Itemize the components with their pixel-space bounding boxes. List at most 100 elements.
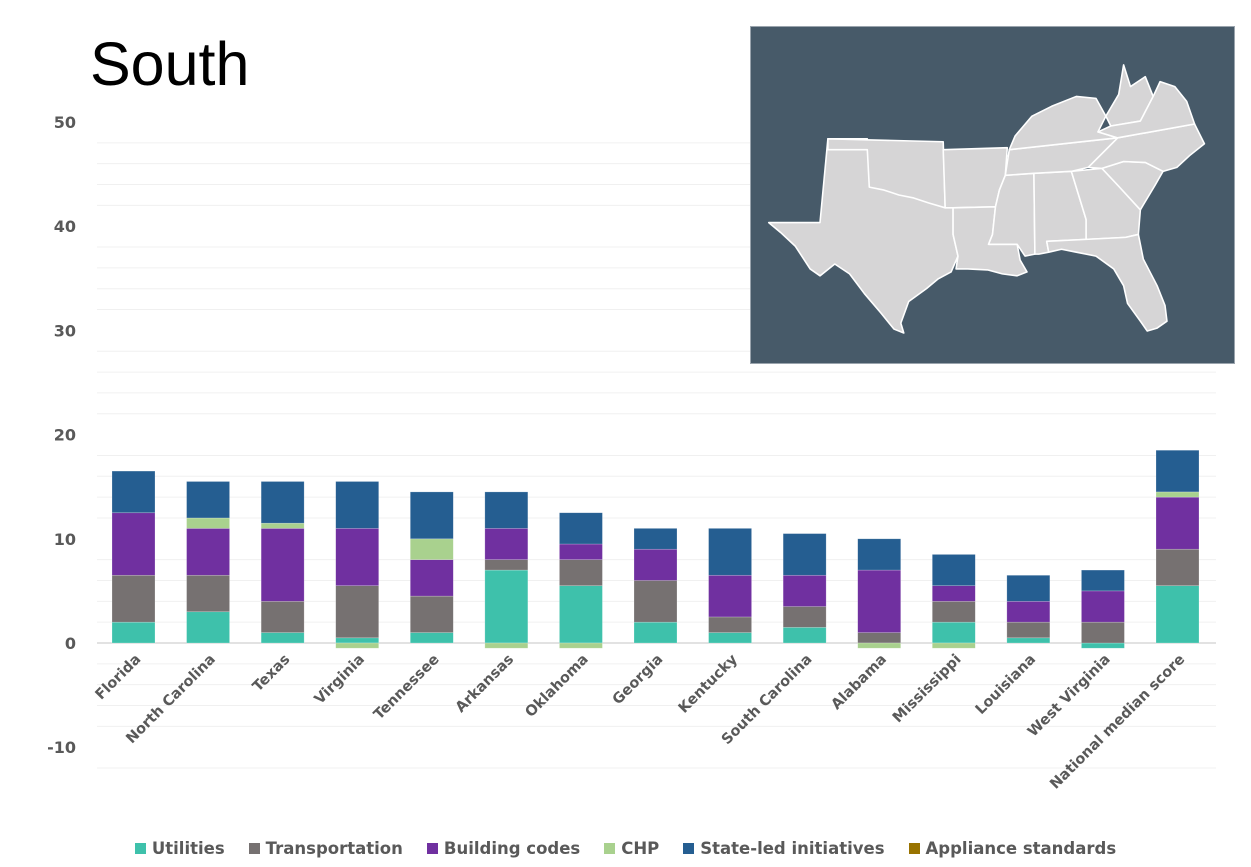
bar-segment	[559, 512, 603, 545]
bar-segment	[186, 528, 230, 576]
y-tick-label: 30	[54, 321, 76, 340]
bars	[111, 449, 1200, 649]
bar-segment	[559, 642, 603, 649]
bar-segment	[186, 574, 230, 613]
chart-legend: Utilities Transportation Building codes CHP…	[0, 834, 1251, 862]
bar-segment	[111, 621, 156, 644]
bar-segment	[335, 481, 380, 529]
bar-stack	[1081, 569, 1125, 649]
bar-segment	[111, 470, 156, 514]
bar-segment	[409, 538, 454, 560]
bar-segment	[260, 481, 305, 524]
bar-segment	[559, 585, 603, 644]
legend-label: State-led initiatives	[700, 838, 885, 858]
bar-segment	[1155, 548, 1200, 586]
legend-label: Transportation	[265, 838, 403, 858]
y-tick-label: -10	[47, 738, 76, 757]
bar-segment	[1006, 621, 1051, 639]
x-category-label: Virginia	[312, 652, 368, 708]
x-category-label: Georgia	[610, 652, 667, 709]
legend-label: Building codes	[443, 838, 581, 858]
bar-segment	[708, 574, 752, 618]
chart-title: South	[90, 30, 250, 98]
map-illustration	[767, 64, 1206, 334]
bar-segment	[260, 522, 305, 529]
bar-segment	[260, 632, 305, 644]
bar-segment	[708, 632, 752, 644]
bar-stack	[1006, 574, 1051, 644]
bar-segment	[409, 559, 454, 597]
bar-segment	[1006, 637, 1051, 644]
bar-segment	[931, 642, 976, 649]
y-tick-label: 0	[65, 634, 76, 653]
bar-segment	[1155, 585, 1200, 644]
bar-segment	[484, 559, 529, 571]
bar-segment	[559, 559, 603, 586]
legend-swatch	[426, 842, 438, 854]
bar-stack	[931, 554, 976, 649]
legend-label: CHP	[621, 838, 660, 858]
bar-segment	[782, 606, 827, 628]
bar-segment	[409, 595, 454, 633]
bar-segment	[1081, 642, 1125, 649]
x-category-label: Florida	[93, 652, 145, 704]
bar-segment	[186, 611, 230, 644]
x-category-label: Kentucky	[676, 651, 741, 716]
x-category-label: Texas	[250, 652, 294, 696]
bar-segment	[186, 481, 230, 519]
bar-stack	[484, 491, 529, 649]
y-axis-tick-labels: 50 40 30 20 10 0 -10	[47, 113, 76, 757]
x-category-label: National median score	[1047, 651, 1188, 792]
bar-segment	[1006, 601, 1051, 623]
bar-segment	[260, 601, 305, 633]
bar-segment	[335, 585, 380, 639]
bar-segment	[782, 533, 827, 576]
bar-stack	[260, 481, 305, 644]
bar-segment	[857, 569, 902, 633]
bar-segment	[857, 642, 902, 649]
bar-stack	[111, 470, 156, 644]
bar-segment	[111, 574, 156, 623]
bar-segment	[633, 528, 678, 550]
bar-segment	[782, 574, 827, 607]
legend-item: Utilities	[134, 839, 225, 858]
legend-item: Appliance standards	[908, 839, 1116, 858]
bar-segment	[335, 637, 380, 644]
bar-segment	[931, 554, 976, 586]
bar-segment	[633, 621, 678, 644]
bar-segment	[409, 632, 454, 644]
bar-segment	[857, 538, 902, 571]
bar-segment	[1155, 496, 1200, 550]
bar-segment	[782, 627, 827, 644]
y-tick-label: 10	[54, 530, 76, 549]
bar-segment	[1155, 449, 1200, 493]
legend-swatch	[134, 842, 146, 854]
bar-segment	[186, 517, 230, 529]
south-region-map	[750, 26, 1235, 364]
bar-segment	[708, 616, 752, 633]
bar-segment	[260, 528, 305, 602]
bar-segment	[111, 512, 156, 576]
map-state-virginia	[1097, 80, 1196, 139]
map-state-kentucky	[1008, 95, 1119, 151]
bar-segment	[857, 632, 902, 644]
legend-item: CHP	[604, 839, 659, 858]
x-category-label: Arkansas	[453, 652, 517, 716]
bar-segment	[1081, 621, 1125, 644]
bar-segment	[484, 491, 529, 529]
y-tick-label: 20	[54, 426, 76, 445]
bar-segment	[484, 642, 529, 649]
bar-segment	[633, 548, 678, 581]
bar-stack	[782, 533, 827, 644]
legend-swatch	[683, 842, 695, 854]
bar-segment	[1006, 574, 1051, 602]
legend-item: Building codes	[426, 838, 581, 858]
bar-segment	[931, 621, 976, 644]
bar-segment	[708, 528, 752, 576]
x-category-label: Oklahoma	[523, 652, 592, 721]
y-tick-label: 40	[54, 217, 76, 236]
bar-segment	[409, 491, 454, 540]
bar-stack	[708, 528, 752, 644]
x-category-label: Mississippi	[890, 652, 965, 727]
